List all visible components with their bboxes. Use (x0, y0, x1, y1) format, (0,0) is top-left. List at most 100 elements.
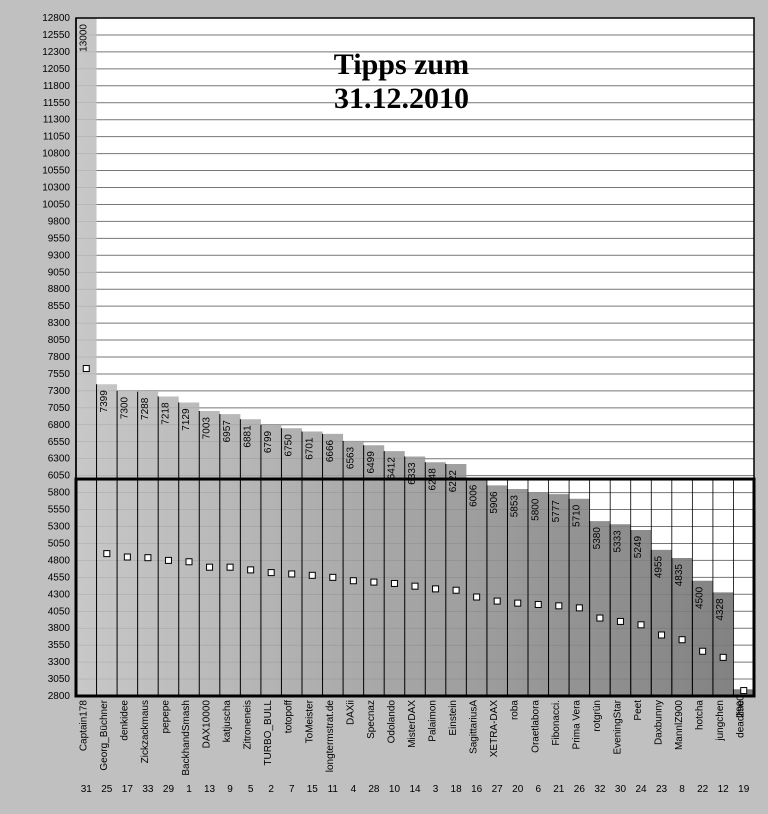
marker (617, 618, 623, 624)
marker (207, 564, 213, 570)
y-tick-label: 11800 (43, 81, 71, 92)
category-number: 10 (389, 784, 401, 795)
bar-value-label: 6222 (448, 470, 459, 493)
category-number: 24 (635, 784, 647, 795)
y-tick-label: 11300 (43, 115, 71, 126)
category-label: deadline (736, 700, 747, 738)
y-tick-label: 8050 (48, 335, 71, 346)
y-tick-label: 10300 (42, 183, 70, 194)
marker (597, 615, 603, 621)
category-label: TURBO_BULL (263, 700, 274, 766)
bar-value-label: 6799 (263, 430, 274, 453)
y-tick-label: 2800 (48, 691, 71, 702)
category-label: Zitroneneis (243, 700, 254, 749)
y-tick-label: 10550 (42, 166, 70, 177)
marker (700, 648, 706, 654)
category-number: 13 (204, 784, 216, 795)
y-tick-label: 12050 (42, 64, 70, 75)
category-label: XETRA-DAX (489, 700, 500, 758)
category-number: 3 (433, 784, 439, 795)
y-tick-label: 12550 (42, 30, 70, 41)
marker (453, 587, 459, 593)
category-label: BackhandSmash (181, 700, 192, 776)
y-tick-label: 6300 (48, 454, 71, 465)
y-tick-label: 11550 (43, 98, 71, 109)
y-tick-label: 3050 (48, 674, 71, 685)
category-number: 27 (492, 784, 504, 795)
y-tick-label: 3300 (48, 657, 71, 668)
y-tick-label: 8550 (48, 301, 71, 312)
category-label: pepepe (160, 700, 171, 734)
category-number: 21 (553, 784, 565, 795)
category-number: 5 (248, 784, 254, 795)
category-label: Oraetlabora (530, 700, 541, 753)
category-number: 22 (697, 784, 709, 795)
bar-value-label: 6750 (284, 434, 295, 457)
category-number: 11 (328, 784, 339, 795)
bar-value-label: 7129 (181, 408, 192, 431)
marker (309, 572, 315, 578)
category-number: 26 (574, 784, 586, 795)
bar-value-label: 7399 (99, 390, 110, 413)
bar-value-label: 6499 (366, 451, 377, 474)
y-tick-label: 7800 (48, 352, 71, 363)
marker (659, 632, 665, 638)
bar-value-label: 4955 (654, 555, 665, 578)
y-tick-label: 7550 (48, 369, 71, 380)
category-label: rotgrün (592, 700, 603, 732)
marker (720, 654, 726, 660)
bar-value-label: 7300 (119, 396, 130, 419)
bar-value-label: 6881 (243, 425, 254, 448)
marker (145, 555, 151, 561)
bar-value-label: 6957 (222, 420, 233, 443)
marker (124, 554, 130, 560)
marker (268, 570, 274, 576)
bar-value-label: 5710 (571, 504, 582, 527)
category-label: MannlZ900 (674, 700, 685, 750)
y-tick-label: 6550 (48, 437, 71, 448)
marker (391, 580, 397, 586)
bar-value-label: 7288 (140, 397, 151, 420)
category-number: 6 (535, 784, 541, 795)
category-number: 8 (679, 784, 685, 795)
marker (289, 571, 295, 577)
category-number: 12 (718, 784, 730, 795)
category-label: Prima Vera (571, 700, 582, 750)
category-label: longtermstrat.de (325, 700, 336, 773)
category-label: Peet (633, 700, 644, 721)
bar-value-label: 6666 (325, 439, 336, 462)
category-label: hotcha (695, 700, 706, 730)
bar-value-label: 6412 (386, 457, 397, 480)
bar-value-label: 5380 (592, 527, 603, 550)
category-number: 2 (268, 784, 274, 795)
y-tick-label: 8800 (48, 284, 71, 295)
marker (350, 578, 356, 584)
marker (433, 586, 439, 592)
marker (741, 688, 747, 694)
marker (330, 574, 336, 580)
y-tick-label: 7050 (48, 403, 71, 414)
y-tick-label: 12800 (42, 13, 70, 24)
marker (165, 557, 171, 563)
category-label: MisterDAX (407, 700, 418, 748)
bar-value-label: 5333 (612, 530, 623, 553)
category-number: 29 (163, 784, 175, 795)
category-label: jungchen (715, 700, 726, 742)
bar-value-label: 4500 (695, 586, 706, 609)
category-number: 30 (615, 784, 627, 795)
bar-value-label: 6006 (469, 484, 480, 507)
category-number: 25 (101, 784, 113, 795)
y-tick-label: 5550 (48, 505, 71, 516)
y-tick-label: 5300 (48, 522, 71, 533)
category-number: 17 (122, 784, 134, 795)
category-label: ToMeister (304, 699, 315, 743)
category-label: Georg_Büchner (99, 699, 110, 770)
y-tick-label: 9800 (48, 216, 71, 227)
marker (371, 579, 377, 585)
category-label: DAX10000 (202, 700, 213, 749)
bar-value-label: 5777 (551, 500, 562, 523)
category-number: 31 (81, 784, 93, 795)
category-label: SagittariusA (469, 700, 480, 754)
category-label: Specnaz (366, 700, 377, 739)
marker (576, 605, 582, 611)
